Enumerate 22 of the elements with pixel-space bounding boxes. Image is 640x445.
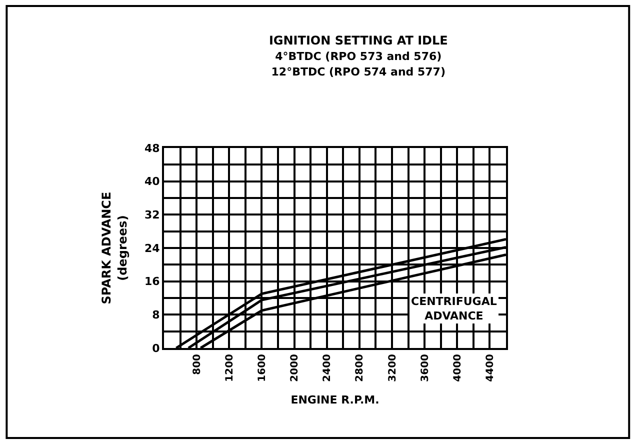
y-tick-label: 32	[144, 208, 160, 222]
x-axis-title: ENGINE R.P.M.	[290, 394, 380, 407]
x-tick-label: 2800	[354, 354, 366, 382]
y-axis-title: SPARK ADVANCE (degrees)	[100, 192, 130, 304]
y-tick-label: 16	[144, 275, 160, 288]
x-tick-label: 800	[192, 354, 203, 375]
y-tick-label: 24	[144, 242, 160, 255]
y-tick-label: 8	[152, 308, 160, 322]
annotation: CENTRIFUGAL ADVANCE	[411, 295, 497, 322]
chart-title: IGNITION SETTING AT IDLE	[268, 34, 448, 48]
x-tick-label: 2000	[290, 354, 301, 382]
x-tick-label: 1200	[224, 354, 236, 382]
chart-subtitle: 4°BTDC (RPO 573 and 576) 12°BTDC (RPO 574 and 577)	[271, 50, 446, 79]
y-tick-label: 48	[144, 142, 160, 155]
x-tick-label: 3600	[420, 354, 431, 382]
x-tick-label: 4000	[452, 354, 464, 382]
x-tick-label: 2400	[322, 354, 334, 382]
x-tick-label: 1600	[256, 354, 268, 382]
y-tick-label: 0	[152, 342, 160, 355]
x-tick-label: 3200	[387, 354, 398, 382]
y-tick-label: 40	[144, 175, 160, 188]
x-tick-label: 4400	[484, 354, 496, 382]
